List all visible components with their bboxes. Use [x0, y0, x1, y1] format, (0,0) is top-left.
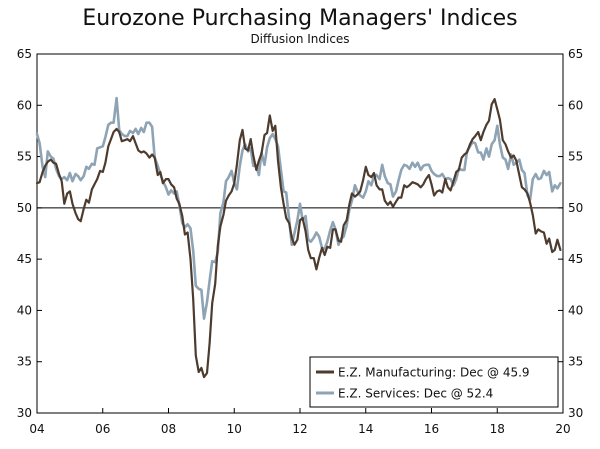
y-tick-label-left: 55: [17, 150, 32, 164]
x-tick-label: 18: [490, 422, 505, 436]
y-tick-label-right: 35: [568, 355, 583, 369]
x-tick-label: 14: [358, 422, 373, 436]
x-tick-label: 16: [424, 422, 439, 436]
x-tick-label: 10: [227, 422, 242, 436]
x-tick-label: 20: [555, 422, 570, 436]
x-tick-label: 04: [29, 422, 44, 436]
series-line-services: [35, 96, 562, 320]
x-tick-label: 12: [292, 422, 307, 436]
y-tick-label-right: 50: [568, 201, 583, 215]
legend-label-services: E.Z. Services: Dec @ 52.4: [338, 387, 493, 401]
y-tick-label-right: 65: [568, 47, 583, 61]
y-tick-label-right: 45: [568, 252, 583, 266]
series-line-manufacturing: [35, 98, 562, 379]
y-tick-label-left: 30: [17, 406, 32, 420]
y-tick-label-left: 60: [17, 98, 32, 112]
chart-subtitle: Diffusion Indices: [250, 32, 349, 46]
legend-box: [309, 356, 559, 408]
chart-title: Eurozone Purchasing Managers' Indices: [82, 6, 517, 31]
y-tick-label-left: 35: [17, 355, 32, 369]
y-tick-label-left: 40: [17, 303, 32, 317]
y-tick-label-right: 40: [568, 303, 583, 317]
y-tick-label-right: 60: [568, 98, 583, 112]
y-tick-label-left: 45: [17, 252, 32, 266]
y-tick-label-right: 30: [568, 406, 583, 420]
x-tick-label: 06: [95, 422, 110, 436]
y-tick-label-right: 55: [568, 150, 583, 164]
x-tick-label: 08: [161, 422, 176, 436]
y-tick-label-left: 50: [17, 201, 32, 215]
y-tick-label-left: 65: [17, 47, 32, 61]
legend-label-manufacturing: E.Z. Manufacturing: Dec @ 45.9: [338, 366, 530, 380]
plot-layer: 30 30 35 35 40 40 45 45 50 50 55 55 60 60 65 65 04 06 08 10…: [17, 47, 584, 436]
